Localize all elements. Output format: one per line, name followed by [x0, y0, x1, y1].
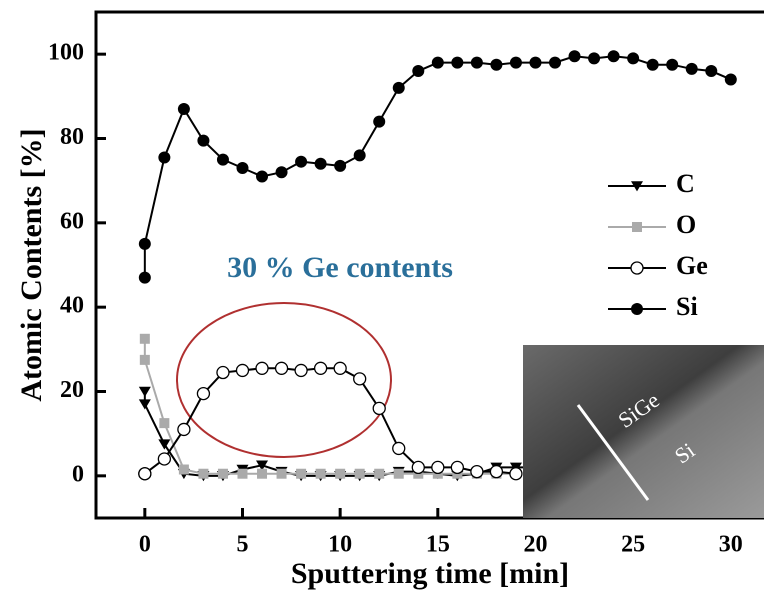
chart: Atomic Contents [%] Sputtering time [min…	[0, 0, 764, 593]
data-point	[393, 82, 405, 94]
data-point	[374, 469, 384, 479]
data-point	[236, 364, 248, 376]
data-point	[237, 469, 247, 479]
data-point	[158, 151, 170, 163]
y-tick-label: 20	[60, 377, 84, 403]
data-point	[394, 469, 404, 479]
data-point	[686, 63, 698, 75]
x-tick-label: 0	[139, 532, 151, 558]
y-tick-label: 100	[48, 40, 84, 66]
series-line	[145, 392, 536, 476]
data-point	[588, 52, 600, 64]
data-point	[490, 59, 502, 71]
data-point	[315, 158, 327, 170]
x-axis-title: Sputtering time [min]	[291, 557, 569, 590]
legend-label: O	[676, 210, 696, 239]
data-point	[257, 469, 267, 479]
data-point	[432, 57, 444, 69]
data-point	[218, 469, 228, 479]
y-tick-label: 40	[60, 293, 84, 319]
data-point	[158, 439, 170, 449]
data-point	[432, 461, 444, 473]
data-point	[277, 469, 287, 479]
data-point	[276, 166, 288, 178]
data-point	[295, 156, 307, 168]
series-line	[145, 368, 516, 473]
legend-marker	[632, 222, 642, 232]
data-point	[256, 170, 268, 182]
data-point	[197, 388, 209, 400]
data-point	[647, 59, 659, 71]
data-point	[666, 59, 678, 71]
data-point	[178, 103, 190, 115]
data-point	[627, 52, 639, 64]
data-point	[355, 469, 365, 479]
x-tick-label: 30	[719, 532, 743, 558]
data-point	[295, 364, 307, 376]
x-tick-label: 15	[426, 532, 450, 558]
data-point	[217, 154, 229, 166]
data-point	[316, 469, 326, 479]
y-tick-label: 60	[60, 208, 84, 234]
x-tick-label: 10	[328, 532, 352, 558]
x-tick-label: 25	[621, 532, 645, 558]
data-point	[451, 57, 463, 69]
data-point	[139, 238, 151, 250]
data-point	[334, 160, 346, 172]
data-point	[139, 272, 151, 284]
data-point	[510, 57, 522, 69]
data-point	[315, 362, 327, 374]
data-point	[490, 466, 502, 478]
legend-label: C	[676, 169, 695, 198]
data-point	[569, 50, 581, 62]
data-point	[217, 367, 229, 379]
data-point	[198, 469, 208, 479]
data-point	[549, 57, 561, 69]
legend-label: Si	[676, 292, 698, 321]
data-point	[334, 362, 346, 374]
data-point	[705, 65, 717, 77]
data-point	[236, 162, 248, 174]
data-point	[178, 423, 190, 435]
data-point	[158, 453, 170, 465]
x-tick-label: 5	[236, 532, 248, 558]
data-point	[139, 468, 151, 480]
data-point	[354, 373, 366, 385]
data-point	[197, 135, 209, 147]
data-point	[451, 461, 463, 473]
data-point	[296, 469, 306, 479]
data-point	[139, 387, 151, 397]
data-point	[510, 468, 522, 480]
x-tick-label: 20	[523, 532, 547, 558]
data-point	[471, 466, 483, 478]
data-point	[179, 465, 189, 475]
y-tick-label: 80	[60, 124, 84, 150]
data-point	[354, 149, 366, 161]
data-point	[471, 57, 483, 69]
data-point	[608, 50, 620, 62]
y-axis-title: Atomic Contents [%]	[15, 128, 48, 401]
data-point	[373, 402, 385, 414]
legend-marker	[631, 303, 643, 315]
data-point	[529, 57, 541, 69]
data-point	[139, 399, 151, 409]
data-point	[256, 362, 268, 374]
data-point	[412, 65, 424, 77]
legend-marker	[631, 262, 643, 274]
y-tick-label: 0	[72, 461, 84, 487]
data-point	[276, 362, 288, 374]
data-point	[373, 116, 385, 128]
annotation: 30 % Ge contents	[227, 251, 453, 284]
data-point	[159, 418, 169, 428]
legend-label: Ge	[676, 251, 708, 280]
data-point	[393, 442, 405, 454]
series-line	[145, 56, 731, 277]
data-point	[335, 469, 345, 479]
data-point	[140, 355, 150, 365]
data-point	[140, 334, 150, 344]
data-point	[725, 73, 737, 85]
series-line	[145, 339, 516, 474]
data-point	[412, 461, 424, 473]
